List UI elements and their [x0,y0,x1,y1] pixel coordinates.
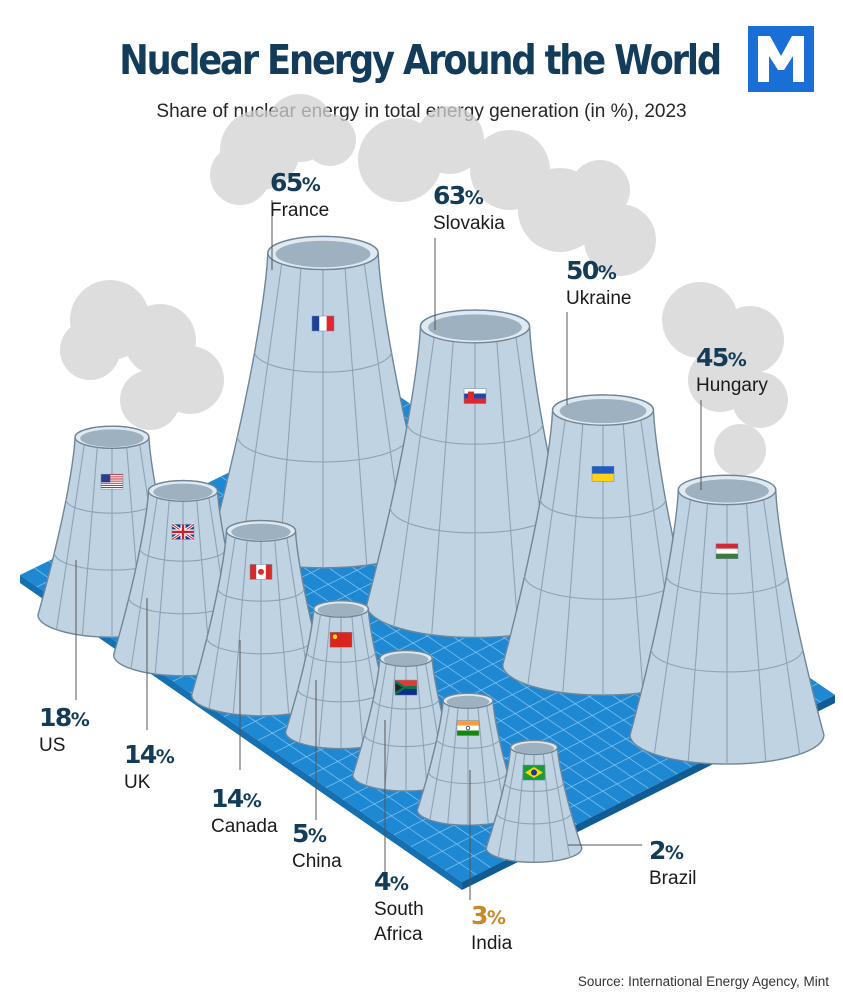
value-number: 50 [566,256,599,285]
value-number: 14 [211,784,244,813]
country-label-us: US [39,735,66,756]
value-label-slovakia: 63% [433,181,484,210]
brazil-flag [522,764,546,781]
value-number: 14 [124,740,157,769]
value-unit: % [597,262,617,284]
value-unit: % [464,187,484,209]
country-label-uk: UK [124,772,151,793]
slovakia-flag [463,388,487,404]
country-label-india: India [471,933,513,954]
value-label-canada: 14% [211,784,262,813]
leader-lines [75,200,702,900]
value-number: 3 [471,901,488,930]
value-number: 2 [649,836,666,865]
south-africa-flag [394,679,418,696]
country-label-china: China [292,851,342,872]
value-label-south-africa: 4% [374,867,409,896]
country-label-slovakia: Slovakia [433,213,505,234]
value-label-china: 5% [292,819,327,848]
france-flag [311,315,335,332]
tower-india [416,692,520,826]
value-label-uk: 14% [124,740,175,769]
country-label-canada: Canada [211,816,278,837]
value-number: 5 [292,819,309,848]
tower-france [212,235,434,569]
china-flag [329,631,353,648]
tower-ukraine [502,394,704,696]
value-unit: % [307,825,327,847]
source-note: Source: International Energy Agency, Min… [577,974,829,989]
india-flag [456,720,480,736]
value-number: 45 [696,343,729,372]
value-number: 65 [270,168,303,197]
uk-flag [171,523,195,541]
value-label-hungary: 45% [696,343,747,372]
country-label-france: France [270,200,330,221]
country-label-brazil: Brazil [649,868,697,889]
value-unit: % [664,842,684,864]
country-label-ukraine: Ukraine [566,288,632,309]
value-number: 63 [433,181,466,210]
country-label-hungary: Hungary [696,375,768,396]
value-number: 18 [39,703,72,732]
hungary-flag [715,543,739,559]
tower-canada [190,519,332,717]
value-number: 4 [374,867,391,896]
value-unit: % [727,349,747,371]
tower-hungary [629,474,825,765]
tower-brazil [485,739,583,864]
page-title: Nuclear Energy Around the World [119,36,722,84]
smoke-clouds [60,94,788,476]
us-flag [100,473,124,490]
canada-flag [249,564,273,580]
value-unit: % [70,709,90,731]
value-unit: % [155,746,175,768]
mint-logo [748,26,814,92]
value-label-us: 18% [39,703,90,732]
value-unit: % [389,873,409,895]
value-label-ukraine: 50% [566,256,617,285]
value-unit: % [486,907,506,929]
value-label-india: 3% [471,901,506,930]
value-unit: % [242,790,262,812]
country-label-south-africa: South Africa [374,899,424,945]
value-label-france: 65% [270,168,321,197]
value-label-brazil: 2% [649,836,684,865]
value-unit: % [301,174,321,196]
ukraine-flag [591,466,615,482]
